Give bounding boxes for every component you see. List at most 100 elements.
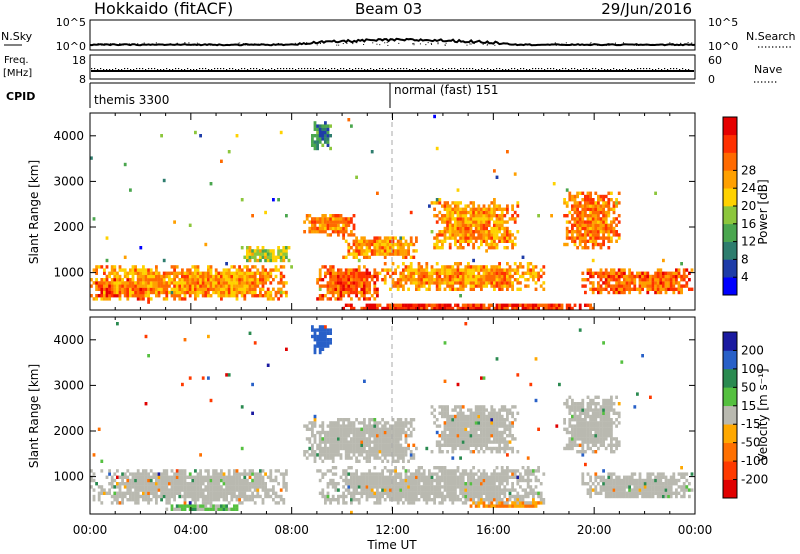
heatmap-cell <box>251 482 254 486</box>
heatmap-cell <box>165 469 169 473</box>
heatmap-cell <box>199 482 202 486</box>
heatmap-cell <box>157 478 161 483</box>
heatmap-cell <box>485 488 488 492</box>
heatmap-cell <box>175 265 179 269</box>
heatmap-cell <box>456 382 460 387</box>
heatmap-cell <box>448 472 452 476</box>
heatmap-cell <box>474 223 478 227</box>
heatmap-cell <box>396 456 400 460</box>
heatmap-cell <box>253 294 257 298</box>
heatmap-cell <box>474 214 478 218</box>
heatmap-cell <box>243 469 247 473</box>
heatmap-cell <box>365 472 369 476</box>
heatmap-cell <box>480 485 483 489</box>
heatmap-cell <box>136 297 140 301</box>
nave-point <box>454 68 456 70</box>
heatmap-cell <box>264 294 267 298</box>
heatmap-cell <box>339 230 343 234</box>
heatmap-cell <box>188 494 192 499</box>
nave-point <box>91 68 93 70</box>
heatmap-cell <box>186 485 189 489</box>
heatmap-cell <box>181 281 184 285</box>
heatmap-cell <box>142 265 145 269</box>
heatmap-cell <box>261 475 265 479</box>
nsearch-point <box>294 42 296 44</box>
heatmap-cell <box>162 290 166 295</box>
heatmap-cell <box>591 214 595 218</box>
heatmap-cell <box>467 475 470 479</box>
heatmap-cell <box>233 278 236 282</box>
heatmap-cell <box>342 306 345 311</box>
heatmap-cell <box>495 303 499 307</box>
heatmap-cell <box>378 430 382 435</box>
heatmap-cell <box>636 287 639 291</box>
heatmap-cell <box>186 271 189 275</box>
heatmap-cell <box>464 303 468 307</box>
heatmap-cell <box>628 274 631 279</box>
heatmap-cell <box>355 440 358 444</box>
heatmap-cell <box>243 281 247 285</box>
heatmap-cell <box>251 472 254 476</box>
heatmap-cell <box>638 281 642 285</box>
heatmap-cell <box>311 424 314 428</box>
heatmap-cell <box>238 290 241 295</box>
heatmap-cell <box>604 204 608 208</box>
heatmap-cell <box>417 485 421 489</box>
heatmap-cell <box>207 294 210 298</box>
heatmap-cell <box>227 271 231 275</box>
heatmap-cell <box>526 278 530 282</box>
heatmap-cell <box>313 121 317 125</box>
heatmap-cell <box>542 281 546 285</box>
heatmap-cell <box>227 278 231 282</box>
noise-tick-top-right: 10^5 <box>708 16 738 29</box>
heatmap-cell <box>459 271 462 275</box>
heatmap-cell <box>477 230 481 234</box>
heatmap-cell <box>493 236 496 240</box>
heatmap-cell <box>129 485 132 489</box>
heatmap-cell <box>604 284 608 288</box>
heatmap-cell <box>430 478 434 483</box>
heatmap-cell <box>503 306 507 311</box>
heatmap-cell <box>324 127 327 131</box>
heatmap-cell <box>389 440 392 444</box>
heatmap-cell <box>165 491 169 495</box>
heatmap-cell <box>415 268 418 272</box>
heatmap-cell <box>350 450 353 454</box>
heatmap-cell <box>409 488 413 492</box>
heatmap-cell <box>448 207 452 211</box>
heatmap-cell <box>240 478 244 483</box>
heatmap-cell <box>456 434 460 438</box>
heatmap-cell <box>357 501 361 505</box>
heatmap-cell <box>409 456 413 460</box>
heatmap-cell <box>321 430 325 435</box>
heatmap-cell <box>350 278 353 282</box>
heatmap-cell <box>485 443 488 447</box>
nsearch-point <box>412 43 414 45</box>
heatmap-cell <box>123 162 127 167</box>
heatmap-cell <box>586 271 590 275</box>
heatmap-cell <box>321 475 325 479</box>
heatmap-cell <box>373 290 377 295</box>
heatmap-cell <box>157 482 161 486</box>
heatmap-cell <box>285 294 288 298</box>
heatmap-cell <box>415 239 418 243</box>
heatmap-cell <box>469 278 473 282</box>
heatmap-cell <box>329 284 332 288</box>
nave-point <box>382 68 384 70</box>
heatmap-cell <box>370 150 374 154</box>
heatmap-cell <box>331 220 335 224</box>
heatmap-cell <box>448 430 452 435</box>
heatmap-cell <box>391 475 395 479</box>
heatmap-cell <box>443 274 447 279</box>
nave-point <box>190 69 192 71</box>
heatmap-cell <box>123 494 127 499</box>
heatmap-cell <box>121 472 124 476</box>
heatmap-cell <box>321 325 325 329</box>
heatmap-cell <box>368 281 371 285</box>
heatmap-cell <box>170 265 174 269</box>
heatmap-cell <box>238 475 241 479</box>
heatmap-cell <box>368 284 371 288</box>
heatmap-cell <box>165 482 169 486</box>
heatmap-cell <box>186 268 189 272</box>
heatmap-cell <box>620 287 624 291</box>
